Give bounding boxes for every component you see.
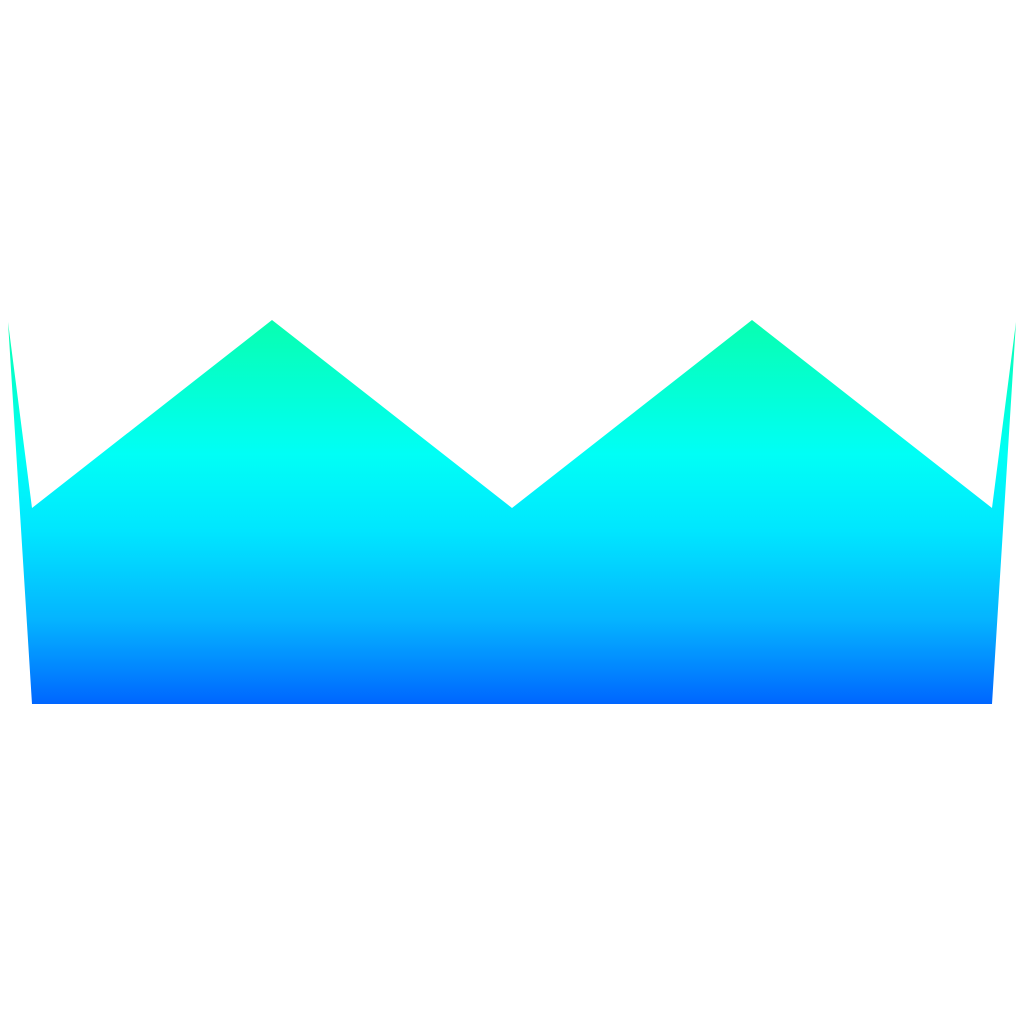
- crown-shape: [8, 320, 1016, 704]
